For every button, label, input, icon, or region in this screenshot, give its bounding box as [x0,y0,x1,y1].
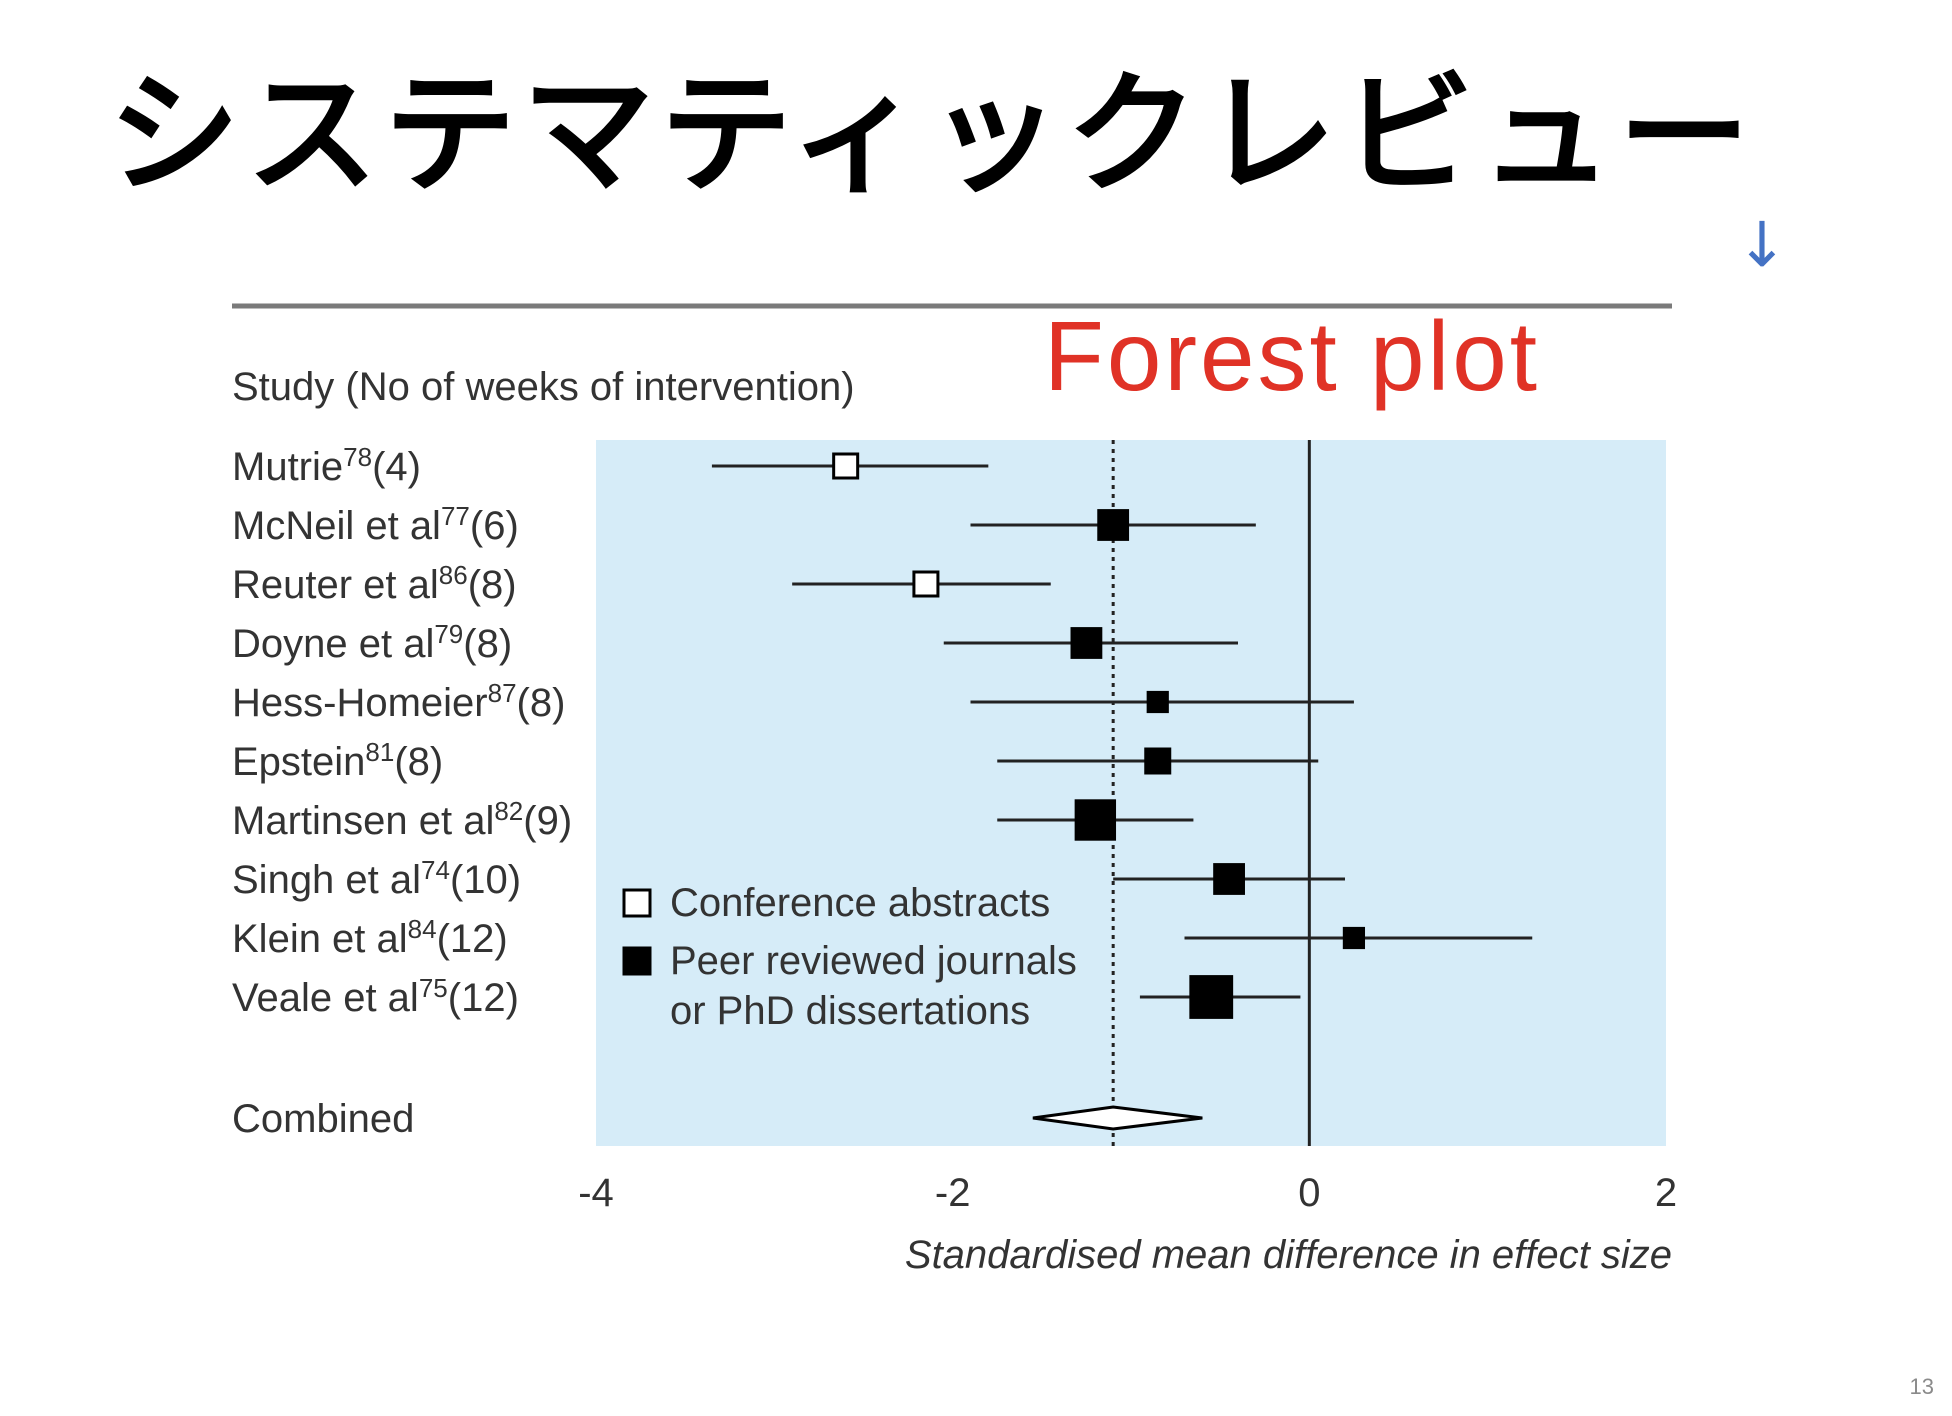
legend-filled-square-icon [622,946,652,976]
study-label: Klein et al84(12) [232,914,508,961]
study-label: Veale et al75(12) [232,973,519,1020]
study-label: Doyne et al79(8) [232,619,512,666]
point-estimate-filled [1342,926,1366,950]
study-label: Epstein81(8) [232,737,443,784]
legend-label: Conference abstracts [670,881,1050,925]
point-estimate-open [912,570,940,598]
down-arrow-icon: ↓ [1736,208,1788,281]
study-label: Singh et al74(10) [232,855,521,902]
slide-title: システマティックレビュー [108,58,1757,212]
study-header: Study (No of weeks of intervention) [232,365,855,409]
point-estimate-filled [1189,975,1234,1019]
x-tick-label: -4 [578,1171,614,1215]
x-tick-label: -2 [935,1171,971,1215]
study-label: Hess-Homeier87(8) [232,678,565,725]
study-label: Mutrie78(4) [232,442,421,489]
point-estimate-filled [1144,747,1172,775]
x-tick-label: 2 [1655,1171,1677,1215]
page-number: 13 [1909,1374,1934,1399]
point-estimate-filled [1146,690,1169,714]
point-estimate-open [832,452,860,480]
legend-label: Peer reviewed journals [670,939,1077,983]
study-label: McNeil et al77(6) [232,501,519,548]
plot-panel [596,440,1666,1146]
study-label: Reuter et al86(8) [232,560,517,607]
point-estimate-filled [1097,509,1130,541]
point-estimate-filled [1213,863,1245,895]
combined-diamond [1032,1105,1203,1131]
forest-plot-annotation: Forest plot [1044,301,1540,411]
x-tick-label: 0 [1298,1171,1320,1215]
point-estimate-filled [1070,627,1103,659]
legend-label: or PhD dissertations [670,989,1030,1033]
legend-open-square-icon [622,888,652,918]
combined-label: Combined [232,1097,414,1141]
point-estimate-filled [1074,799,1117,841]
x-axis-label: Standardised mean difference in effect s… [905,1233,1672,1277]
study-label: Martinsen et al82(9) [232,796,572,843]
